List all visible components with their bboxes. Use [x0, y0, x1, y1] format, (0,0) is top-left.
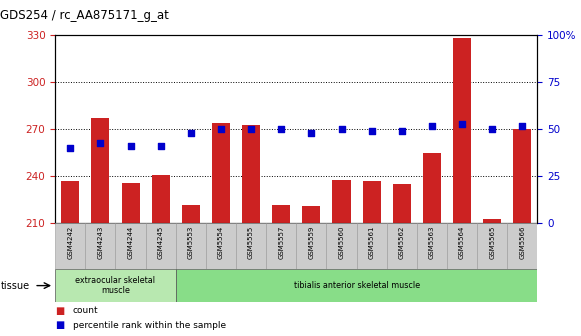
Bar: [453, 38, 471, 223]
Bar: [182, 205, 200, 223]
Text: GSM4245: GSM4245: [157, 226, 164, 259]
Bar: [357, 223, 387, 269]
Text: tissue: tissue: [1, 281, 30, 291]
Text: GSM5554: GSM5554: [218, 226, 224, 259]
Bar: [116, 223, 146, 269]
Bar: [242, 125, 260, 223]
Bar: [152, 175, 170, 223]
Text: GSM4242: GSM4242: [67, 226, 73, 259]
Bar: [447, 223, 477, 269]
Point: [96, 140, 105, 145]
Bar: [483, 219, 501, 223]
Point: [367, 129, 376, 134]
Text: GSM5565: GSM5565: [489, 226, 495, 259]
Text: GSM5561: GSM5561: [369, 226, 375, 259]
Bar: [55, 223, 85, 269]
Bar: [363, 181, 381, 223]
Bar: [514, 129, 532, 223]
Bar: [236, 223, 266, 269]
Text: GSM5557: GSM5557: [278, 226, 284, 259]
Bar: [61, 181, 80, 223]
Point: [487, 127, 497, 132]
Bar: [55, 269, 176, 302]
Point: [427, 123, 436, 128]
Bar: [296, 223, 327, 269]
Bar: [417, 223, 447, 269]
Bar: [212, 123, 230, 223]
Bar: [387, 223, 417, 269]
Bar: [332, 179, 350, 223]
Bar: [393, 184, 411, 223]
Bar: [121, 183, 139, 223]
Text: GSM5560: GSM5560: [339, 226, 345, 259]
Text: GSM5564: GSM5564: [459, 226, 465, 259]
Bar: [266, 223, 296, 269]
Point: [397, 129, 407, 134]
Bar: [477, 223, 507, 269]
Bar: [507, 223, 537, 269]
Bar: [302, 206, 321, 223]
Point: [457, 121, 467, 126]
Text: percentile rank within the sample: percentile rank within the sample: [73, 321, 226, 330]
Text: GSM5559: GSM5559: [309, 226, 314, 259]
Bar: [206, 223, 236, 269]
Bar: [327, 223, 357, 269]
Text: GSM4243: GSM4243: [98, 226, 103, 259]
Bar: [176, 223, 206, 269]
Text: GSM5563: GSM5563: [429, 226, 435, 259]
Text: GSM5566: GSM5566: [519, 226, 525, 259]
Bar: [91, 118, 109, 223]
Bar: [176, 269, 537, 302]
Text: tibialis anterior skeletal muscle: tibialis anterior skeletal muscle: [293, 281, 419, 290]
Point: [277, 127, 286, 132]
Text: ■: ■: [55, 306, 64, 316]
Point: [216, 127, 225, 132]
Text: GSM5553: GSM5553: [188, 226, 194, 259]
Text: GSM4244: GSM4244: [128, 226, 134, 259]
Point: [246, 127, 256, 132]
Text: ■: ■: [55, 320, 64, 330]
Bar: [146, 223, 176, 269]
Point: [337, 127, 346, 132]
Bar: [423, 153, 441, 223]
Point: [307, 130, 316, 136]
Point: [156, 143, 166, 149]
Point: [126, 143, 135, 149]
Bar: [272, 205, 290, 223]
Text: GSM5562: GSM5562: [399, 226, 405, 259]
Point: [186, 130, 195, 136]
Point: [518, 123, 527, 128]
Text: GSM5555: GSM5555: [248, 226, 254, 259]
Text: extraocular skeletal
muscle: extraocular skeletal muscle: [76, 276, 156, 295]
Text: count: count: [73, 306, 98, 316]
Point: [66, 145, 75, 151]
Bar: [85, 223, 116, 269]
Text: GDS254 / rc_AA875171_g_at: GDS254 / rc_AA875171_g_at: [0, 9, 168, 22]
